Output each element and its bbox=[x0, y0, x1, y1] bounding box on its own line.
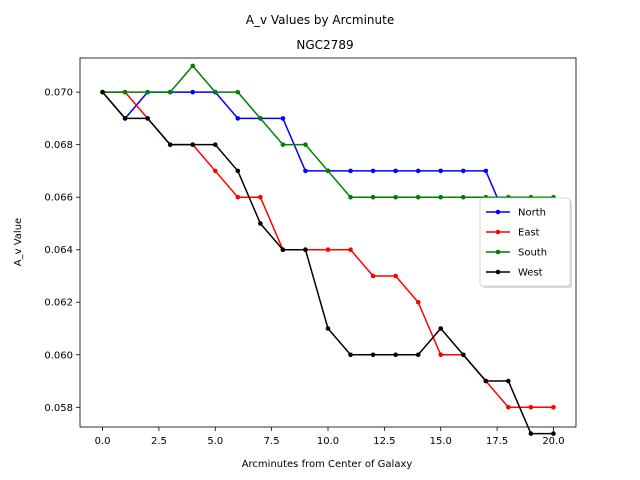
legend-label-north: North bbox=[518, 208, 546, 219]
data-point-west bbox=[483, 378, 489, 384]
data-point-west bbox=[303, 247, 308, 253]
data-point-west bbox=[506, 378, 511, 384]
y-tick-label: 0.064 bbox=[44, 245, 73, 256]
data-point-north bbox=[415, 168, 421, 174]
data-point-east bbox=[551, 405, 556, 410]
series-layer bbox=[100, 63, 556, 436]
legend-label-south: South bbox=[518, 248, 547, 259]
y-tick-label: 0.058 bbox=[44, 403, 73, 414]
y-tick-label: 0.060 bbox=[44, 350, 73, 361]
legend-marker-north bbox=[495, 209, 501, 215]
legend-label-west: West bbox=[518, 268, 543, 279]
legend-marker-east bbox=[495, 229, 501, 235]
data-point-north bbox=[280, 116, 286, 121]
data-point-south bbox=[325, 168, 331, 174]
data-point-south bbox=[393, 194, 398, 200]
data-point-east bbox=[325, 247, 331, 253]
data-point-south bbox=[280, 142, 286, 147]
data-point-north bbox=[460, 168, 466, 174]
data-point-east bbox=[528, 405, 534, 410]
data-point-south bbox=[190, 63, 196, 69]
data-point-west bbox=[100, 89, 105, 95]
data-point-west bbox=[145, 116, 150, 121]
series-west bbox=[100, 89, 556, 436]
y-axis-label: A_v Value bbox=[13, 218, 24, 266]
data-point-north bbox=[235, 116, 241, 121]
data-point-west bbox=[212, 142, 218, 147]
y-tick-label: 0.062 bbox=[44, 298, 73, 309]
data-point-west bbox=[258, 221, 263, 226]
data-point-east bbox=[438, 352, 444, 358]
data-point-west bbox=[393, 352, 398, 358]
data-point-east bbox=[393, 273, 398, 279]
data-point-east bbox=[506, 405, 511, 410]
data-point-north bbox=[438, 168, 444, 174]
data-point-east bbox=[235, 194, 241, 200]
data-point-south bbox=[122, 89, 128, 95]
data-point-east bbox=[348, 247, 353, 253]
legend: North East South West bbox=[479, 197, 572, 288]
data-point-south bbox=[145, 89, 150, 95]
data-point-south bbox=[460, 194, 466, 200]
legend-box bbox=[479, 197, 571, 287]
data-point-south bbox=[415, 194, 421, 200]
y-tick-label: 0.066 bbox=[44, 193, 73, 204]
data-point-south bbox=[348, 194, 353, 200]
data-point-south bbox=[438, 194, 444, 200]
data-point-west bbox=[280, 247, 286, 253]
data-point-north bbox=[393, 168, 398, 174]
data-point-south bbox=[235, 89, 241, 95]
chart-title: NGC2789 bbox=[296, 38, 353, 52]
data-point-west bbox=[460, 352, 466, 358]
legend-marker-south bbox=[495, 249, 501, 255]
data-point-east bbox=[415, 299, 421, 305]
x-tick-label: 20.0 bbox=[542, 436, 564, 447]
series-south bbox=[100, 63, 556, 200]
data-point-north bbox=[348, 168, 353, 174]
x-tick-label: 10.0 bbox=[317, 436, 339, 447]
x-tick-label: 0.0 bbox=[95, 436, 111, 447]
y-axis: 0.058 0.060 0.062 0.064 0.066 0.068 0.070 bbox=[44, 88, 80, 414]
data-point-north bbox=[483, 168, 489, 174]
data-point-west bbox=[348, 352, 353, 358]
data-point-south bbox=[212, 89, 218, 95]
data-point-west bbox=[528, 431, 534, 436]
x-axis: 0.0 2.5 5.0 7.5 10.0 12.5 15.0 17.5 20.0 bbox=[95, 427, 565, 447]
data-point-south bbox=[370, 194, 376, 200]
legend-label-east: East bbox=[518, 228, 540, 239]
x-tick-label: 12.5 bbox=[373, 436, 395, 447]
data-point-south bbox=[303, 142, 308, 147]
data-point-west bbox=[415, 352, 421, 358]
data-point-south bbox=[258, 116, 263, 121]
x-tick-label: 7.5 bbox=[264, 436, 280, 447]
data-point-north bbox=[303, 168, 308, 174]
data-point-west bbox=[370, 352, 376, 358]
data-point-north bbox=[370, 168, 376, 174]
x-tick-label: 2.5 bbox=[151, 436, 167, 447]
x-tick-label: 15.0 bbox=[430, 436, 452, 447]
data-point-west bbox=[235, 168, 241, 174]
data-point-south bbox=[167, 89, 173, 95]
data-point-west bbox=[190, 142, 196, 147]
chart-suptitle: A_v Values by Arcminute bbox=[246, 13, 394, 27]
y-tick-label: 0.070 bbox=[44, 88, 73, 99]
x-tick-label: 17.5 bbox=[486, 436, 508, 447]
data-point-west bbox=[438, 326, 444, 331]
data-point-east bbox=[258, 194, 263, 200]
x-axis-label: Arcminutes from Center of Galaxy bbox=[242, 459, 413, 470]
data-point-west bbox=[325, 326, 331, 331]
data-point-east bbox=[212, 168, 218, 174]
x-tick-label: 5.0 bbox=[207, 436, 223, 447]
legend-marker-west bbox=[495, 269, 501, 275]
y-tick-label: 0.068 bbox=[44, 140, 73, 151]
data-point-west bbox=[551, 431, 556, 436]
data-point-west bbox=[122, 116, 128, 121]
data-point-north bbox=[190, 89, 196, 95]
data-point-east bbox=[370, 273, 376, 279]
data-point-west bbox=[167, 142, 173, 147]
series-line-south bbox=[102, 65, 554, 198]
